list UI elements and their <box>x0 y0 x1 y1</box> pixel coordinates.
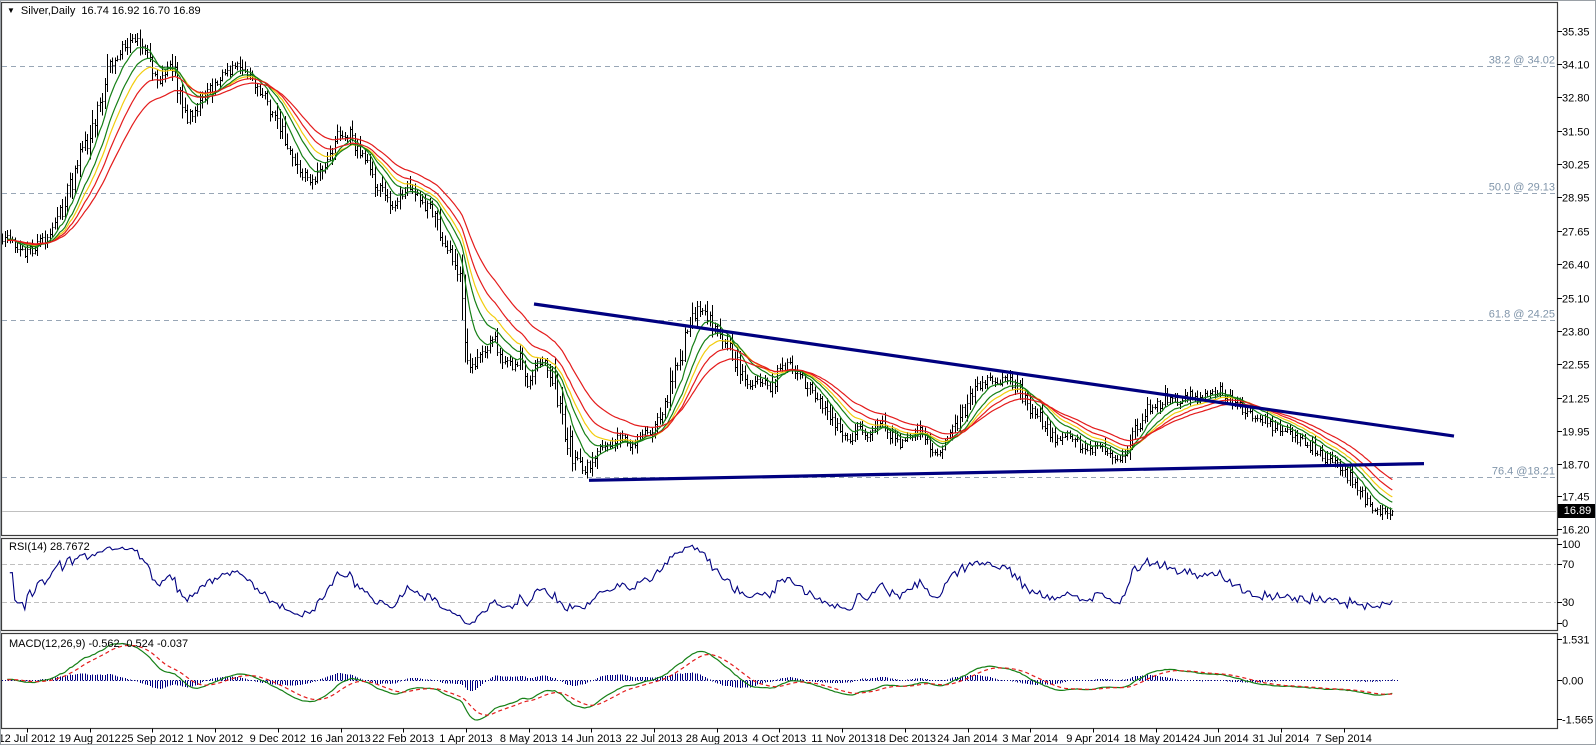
fib-level-label: 38.2 @ 34.02 <box>1489 55 1555 67</box>
macd-plot <box>2 642 1399 721</box>
price-tick-label: 18.70 <box>1562 460 1590 472</box>
date-label: 19 Aug 2012 <box>59 733 121 745</box>
trendline-rising-support[interactable] <box>588 462 1425 482</box>
macd-axis-label: -1.565 <box>1562 715 1593 727</box>
collapse-icon[interactable]: ▼ <box>7 6 15 15</box>
rsi-axis-label: 30 <box>1562 597 1574 609</box>
date-label: 25 Sep 2012 <box>121 733 183 745</box>
date-label: 24 Jan 2014 <box>937 733 998 745</box>
date-label: 7 Sep 2014 <box>1316 733 1372 745</box>
date-label: 22 Jul 2013 <box>626 733 683 745</box>
date-label: 8 May 2013 <box>500 733 557 745</box>
price-tick-label: 26.40 <box>1562 260 1590 272</box>
date-label: 1 Nov 2012 <box>187 733 243 745</box>
fib-level-label: 76.4 @18.21 <box>1492 466 1555 478</box>
moving-averages <box>7 46 1393 510</box>
price-tick-label: 21.25 <box>1562 394 1590 406</box>
rsi-line <box>9 544 1393 625</box>
ma-line-red <box>7 82 1393 481</box>
price-tick-label: 22.55 <box>1562 360 1590 372</box>
macd-line <box>7 642 1393 721</box>
date-label: 3 Mar 2014 <box>1002 733 1058 745</box>
rsi-axis-label: 70 <box>1562 559 1574 571</box>
date-label: 14 Jun 2013 <box>561 733 622 745</box>
symbol-quote: 16.74 16.92 16.70 16.89 <box>81 5 201 17</box>
date-label: 31 Jul 2014 <box>1253 733 1310 745</box>
price-tick-label: 17.45 <box>1562 492 1590 504</box>
price-tick-label: 19.95 <box>1562 427 1590 439</box>
ma-line-red <box>7 75 1393 491</box>
price-tick-label: 16.20 <box>1562 525 1590 537</box>
fib-level-label: 50.0 @ 29.13 <box>1489 182 1555 194</box>
date-label: 12 Jul 2012 <box>1 733 55 745</box>
symbol-title: Silver,Daily <box>20 5 76 17</box>
macd-histogram <box>2 672 1393 691</box>
date-axis: 12 Jul 2012 19 Aug 2012 25 Sep 2012 1 Nov 2… <box>1 728 1372 745</box>
date-label: 18 Dec 2013 <box>874 733 936 745</box>
rsi-axis-label: 0 <box>1562 618 1568 630</box>
price-tick-label: 32.80 <box>1562 93 1590 105</box>
price-tick-label: 31.50 <box>1562 127 1590 139</box>
date-label: 16 Jan 2013 <box>310 733 371 745</box>
price-tick-label: 34.10 <box>1562 60 1590 72</box>
panel-frames <box>1 1 1559 730</box>
macd-signal-line <box>7 644 1393 716</box>
rsi-axis: 100 70 30 0 <box>1557 539 1580 630</box>
macd-axis-label: 0.00 <box>1562 676 1583 688</box>
price-axis: 35.35 34.10 32.80 31.50 30.25 28.95 27.65 26.40… <box>1557 27 1590 537</box>
price-tick-label: 23.80 <box>1562 327 1590 339</box>
date-label: 1 Apr 2013 <box>439 733 492 745</box>
macd-axis: 1.531 0.00 -1.565 <box>1557 635 1593 727</box>
price-tick-label: 28.95 <box>1562 193 1590 205</box>
price-tick-label: 25.10 <box>1562 294 1590 306</box>
price-tick-label: 27.65 <box>1562 227 1590 239</box>
price-tick-label: 35.35 <box>1562 27 1590 39</box>
ma-line-yellow <box>7 66 1393 498</box>
rsi-axis-label: 100 <box>1562 539 1580 551</box>
date-label: 24 Jun 2014 <box>1188 733 1249 745</box>
trendlines <box>533 302 1455 482</box>
rsi-panel <box>1 537 1559 632</box>
date-label: 18 May 2014 <box>1124 733 1188 745</box>
macd-axis-label: 1.531 <box>1562 635 1590 647</box>
ma-line-green <box>7 57 1393 503</box>
fib-level-label: 61.8 @ 24.25 <box>1489 309 1555 321</box>
date-label: 4 Oct 2013 <box>752 733 806 745</box>
date-label: 9 Dec 2012 <box>250 733 306 745</box>
trendline-descending-resistance[interactable] <box>533 302 1455 438</box>
date-label: 9 Apr 2014 <box>1066 733 1119 745</box>
rsi-plot <box>2 544 1556 625</box>
symbol-bar: ▼ Silver,Daily 16.74 16.92 16.70 16.89 <box>7 5 201 17</box>
date-label: 22 Feb 2013 <box>372 733 434 745</box>
date-label: 11 Nov 2013 <box>811 733 873 745</box>
date-label: 28 Aug 2013 <box>686 733 748 745</box>
price-tick-label: 30.25 <box>1562 160 1590 172</box>
